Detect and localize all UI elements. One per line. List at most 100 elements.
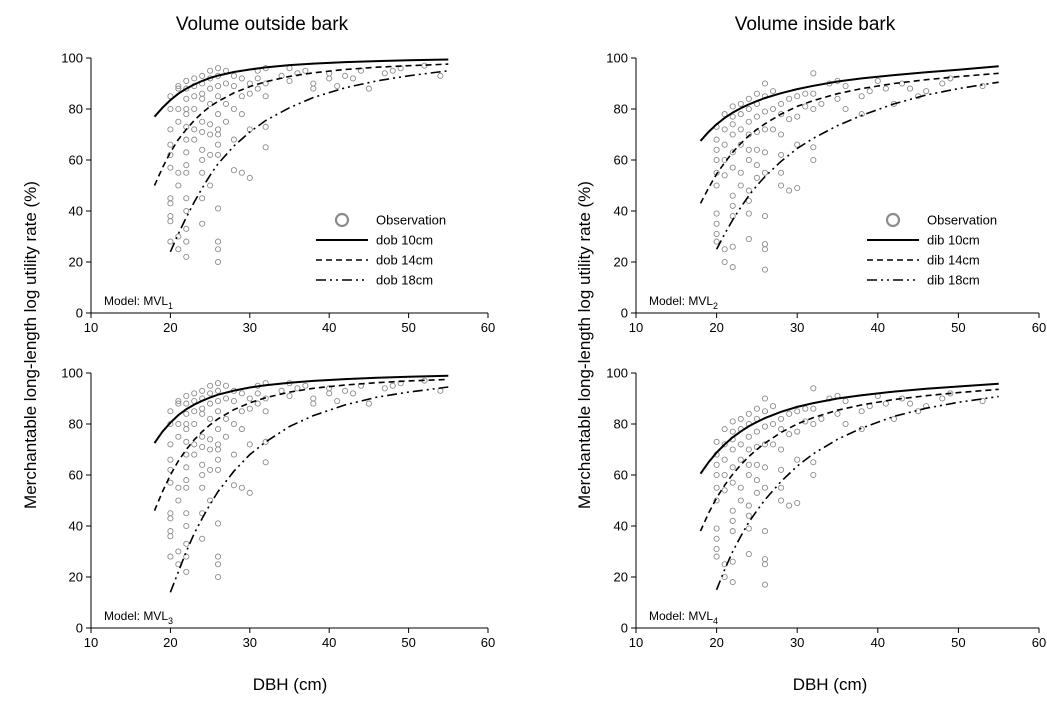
observation-point xyxy=(183,400,190,407)
observation-point xyxy=(713,156,720,164)
observation-point xyxy=(167,238,174,245)
observation-point xyxy=(761,80,769,87)
observation-point xyxy=(745,146,752,153)
series-line-dashdotdot xyxy=(715,395,999,591)
series-line-solid xyxy=(153,58,449,118)
observation-point xyxy=(947,75,954,82)
observation-point xyxy=(810,420,817,428)
observation-point xyxy=(262,123,269,130)
observation-point xyxy=(810,385,817,392)
observation-point xyxy=(778,169,785,176)
observation-point xyxy=(842,83,849,90)
observation-point xyxy=(834,410,841,417)
observation-point xyxy=(753,174,760,181)
observation-point xyxy=(183,426,190,433)
observation-point xyxy=(729,149,736,156)
model-label-subscript: 3 xyxy=(168,616,173,626)
legend-marker-observation xyxy=(334,212,350,228)
observation-point xyxy=(183,207,190,215)
observation-point xyxy=(753,162,760,169)
observation-point xyxy=(207,131,214,138)
observation-point xyxy=(761,149,769,156)
observation-point xyxy=(794,141,801,148)
observation-point xyxy=(286,65,293,72)
legend-label: dob 18cm xyxy=(376,273,433,288)
observation-points xyxy=(167,377,444,581)
observation-point xyxy=(199,410,206,417)
observation-point xyxy=(167,151,174,158)
observation-point xyxy=(310,85,317,92)
observation-point xyxy=(713,525,720,532)
y-axis-title-left: Merchantable long-length log utility rat… xyxy=(21,181,40,509)
x-tick-label: 30 xyxy=(790,635,804,650)
series-line-solid xyxy=(153,374,449,444)
observation-points xyxy=(713,385,986,588)
observation-point xyxy=(761,408,769,415)
observation-point xyxy=(167,456,174,463)
observation-point xyxy=(729,528,736,535)
observation-point xyxy=(199,146,206,153)
observation-point xyxy=(713,146,720,153)
observation-point xyxy=(721,258,728,266)
legend: Observation dob 10cm dob 14cm dob 18cm xyxy=(316,213,446,288)
observation-point xyxy=(842,105,849,113)
observation-point xyxy=(230,83,237,90)
series-line-dashed xyxy=(153,378,449,512)
model-label: Model: MVL3 xyxy=(104,609,173,626)
observation-point xyxy=(810,90,817,97)
observation-point xyxy=(761,528,769,535)
observation-point xyxy=(729,113,736,120)
y-tick-label: 40 xyxy=(614,519,628,534)
observation-point xyxy=(326,390,333,397)
panel-2: 10 20 30 40 50 60 0 20 40 60 80 100 Model: MVL2 Obser… xyxy=(606,51,1046,336)
observation-point xyxy=(721,456,728,463)
observation-point xyxy=(761,561,769,568)
observation-point xyxy=(214,573,222,581)
observation-point xyxy=(175,433,182,440)
observation-point xyxy=(191,93,198,100)
series-line-dashed xyxy=(699,388,999,532)
observation-point xyxy=(230,72,237,79)
observation-point xyxy=(437,72,444,79)
observation-point xyxy=(794,499,801,507)
legend-label: dib 18cm xyxy=(927,273,980,288)
observation-point xyxy=(175,420,182,428)
observation-point xyxy=(199,405,206,412)
observation-point xyxy=(761,395,769,402)
observation-point xyxy=(199,443,206,451)
model-label-text: Model: MVL xyxy=(649,609,713,623)
observation-point xyxy=(745,471,752,479)
observation-point xyxy=(778,446,785,453)
observation-point xyxy=(729,131,736,138)
observation-point xyxy=(729,243,736,250)
observation-point xyxy=(246,174,253,181)
observation-point xyxy=(175,497,182,504)
x-tick-label: 20 xyxy=(163,320,177,335)
observation-point xyxy=(214,65,222,72)
observation-point xyxy=(183,253,190,260)
observation-point xyxy=(175,85,182,92)
observation-point xyxy=(214,205,222,212)
observation-point xyxy=(262,80,269,87)
x-tick-label: 60 xyxy=(481,635,495,650)
observation-point xyxy=(183,540,190,547)
observation-point xyxy=(214,246,222,253)
observation-point xyxy=(810,459,817,466)
observation-point xyxy=(810,144,817,151)
observation-point xyxy=(745,410,752,417)
observation-point xyxy=(246,90,253,97)
observation-point xyxy=(737,126,744,133)
legend-marker-observation xyxy=(885,212,901,228)
observation-point xyxy=(753,90,760,97)
observation-point xyxy=(183,410,190,417)
model-label-subscript: 2 xyxy=(713,301,718,311)
observation-point xyxy=(818,415,825,422)
observation-point xyxy=(365,400,372,407)
observation-point xyxy=(167,515,174,522)
observation-point xyxy=(769,420,777,428)
observation-point xyxy=(794,428,801,435)
observation-point xyxy=(214,151,222,158)
y-tick-label: 80 xyxy=(614,417,628,432)
column-title-left: Volume outside bark xyxy=(176,14,349,35)
observation-point xyxy=(721,246,728,253)
